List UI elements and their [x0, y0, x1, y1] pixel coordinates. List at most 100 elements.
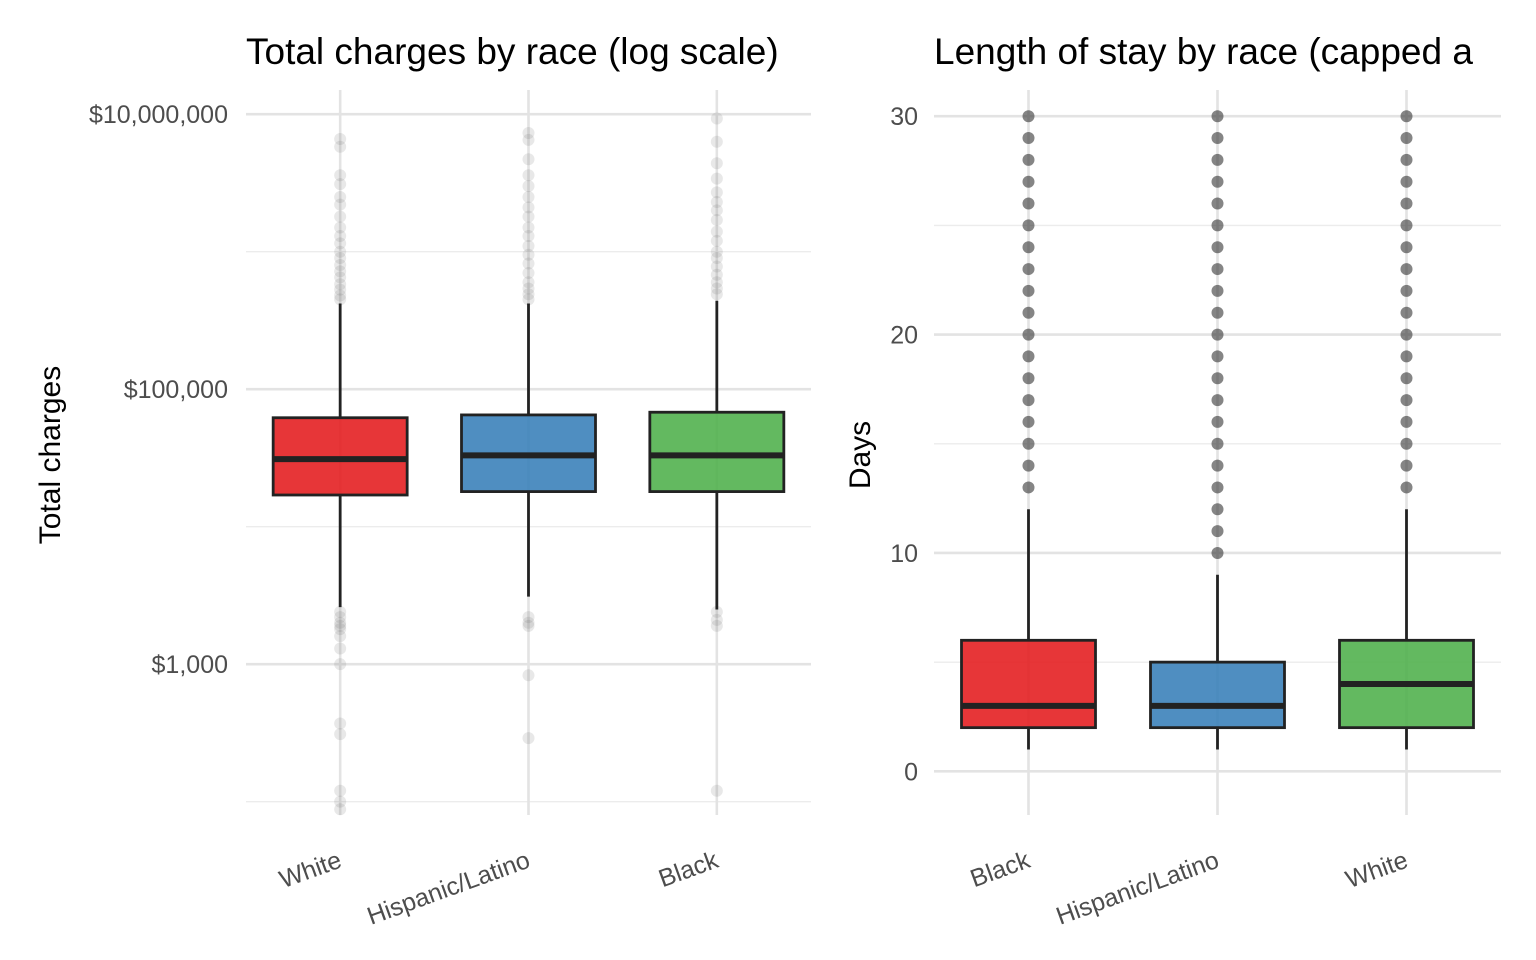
- outlier-point: [1400, 306, 1413, 319]
- outlier-point: [334, 198, 347, 211]
- stay-panel: Length of stay by race (capped a Days 0 1…: [844, 31, 1501, 931]
- outlier-point: [710, 276, 723, 289]
- outlier-point: [710, 605, 723, 618]
- outlier-point: [710, 195, 723, 208]
- y-tick-label: $100,000: [124, 376, 228, 404]
- outlier-point: [1211, 284, 1224, 297]
- outlier-point: [334, 210, 347, 223]
- outlier-point: [710, 613, 723, 626]
- x-tick-label: Black: [655, 846, 722, 893]
- outlier-point: [1400, 263, 1413, 276]
- outlier-point: [334, 271, 347, 284]
- outlier-point: [1400, 350, 1413, 363]
- outlier-point: [522, 240, 535, 253]
- x-tick-label: Black: [967, 846, 1034, 893]
- outlier-point: [334, 630, 347, 643]
- outlier-point: [334, 784, 347, 797]
- outlier-point: [710, 619, 723, 632]
- iqr-box: [960, 638, 1097, 730]
- outlier-point: [1211, 415, 1224, 428]
- outlier-point: [710, 157, 723, 170]
- y-tick-label: 0: [904, 758, 918, 786]
- outlier-point: [334, 133, 347, 146]
- outlier-point: [1400, 197, 1413, 210]
- outlier-point: [334, 221, 347, 234]
- outlier-point: [1211, 110, 1224, 123]
- outlier-point: [710, 204, 723, 217]
- outlier-point: [334, 265, 347, 278]
- outlier-point: [710, 186, 723, 199]
- outlier-point: [1211, 546, 1224, 559]
- outlier-point: [334, 190, 347, 203]
- outlier-point: [334, 795, 347, 808]
- outlier-point: [710, 260, 723, 273]
- charges-x-tick-labels: White Hispanic/Latino Black: [276, 846, 723, 931]
- outlier-point: [522, 221, 535, 234]
- outlier-point: [1400, 394, 1413, 407]
- outlier-point: [1022, 263, 1035, 276]
- outlier-point: [1211, 394, 1224, 407]
- iqr-box: [648, 410, 786, 493]
- charges-boxes: [271, 112, 786, 816]
- outlier-point: [1022, 328, 1035, 341]
- outlier-point: [1022, 415, 1035, 428]
- outlier-point: [522, 169, 535, 182]
- outlier-point: [710, 172, 723, 185]
- outlier-point: [1211, 219, 1224, 232]
- outlier-point: [1211, 437, 1224, 450]
- outlier-point: [1400, 481, 1413, 494]
- outlier-point: [334, 803, 347, 816]
- outlier-point: [1211, 459, 1224, 472]
- charges-panel: Total charges by race (log scale) Total …: [34, 31, 811, 931]
- outlier-point: [334, 728, 347, 741]
- outlier-point: [1211, 525, 1224, 538]
- outlier-point: [1400, 110, 1413, 123]
- outlier-point: [1022, 110, 1035, 123]
- outlier-point: [334, 623, 347, 636]
- outlier-point: [334, 178, 347, 191]
- outlier-point: [1400, 437, 1413, 450]
- outlier-point: [1022, 481, 1035, 494]
- x-tick-label: White: [1342, 846, 1412, 894]
- outlier-point: [1211, 197, 1224, 210]
- outlier-point: [334, 237, 347, 250]
- outlier-point: [1211, 241, 1224, 254]
- outlier-point: [1211, 175, 1224, 188]
- outlier-point: [710, 112, 723, 125]
- outlier-point: [334, 245, 347, 258]
- outlier-point: [334, 259, 347, 272]
- outlier-point: [522, 282, 535, 295]
- outlier-point: [710, 245, 723, 258]
- outlier-point: [710, 282, 723, 295]
- outlier-point: [1022, 197, 1035, 210]
- stay-boxes: [960, 110, 1475, 750]
- outlier-point: [522, 230, 535, 243]
- iqr-box: [1149, 660, 1286, 730]
- outlier-point: [1211, 372, 1224, 385]
- outlier-point: [1400, 459, 1413, 472]
- outlier-point: [522, 611, 535, 624]
- box-white: [271, 133, 409, 816]
- outlier-point: [1022, 372, 1035, 385]
- outlier-point: [334, 642, 347, 655]
- outlier-point: [334, 289, 347, 302]
- outlier-point: [522, 732, 535, 745]
- x-tick-label: Hispanic/Latino: [363, 846, 533, 931]
- charges-y-tick-labels: $1,000 $100,000 $10,000,000: [89, 101, 228, 679]
- box-hispanic-latino: [1149, 110, 1286, 750]
- box-white: [1338, 110, 1475, 750]
- outlier-point: [1022, 241, 1035, 254]
- outlier-point: [334, 169, 347, 182]
- outlier-point: [710, 784, 723, 797]
- outlier-point: [522, 248, 535, 261]
- outlier-point: [1022, 394, 1035, 407]
- outlier-point: [710, 268, 723, 281]
- outlier-point: [710, 214, 723, 227]
- outlier-point: [522, 127, 535, 140]
- outlier-point: [522, 288, 535, 301]
- outlier-point: [710, 251, 723, 264]
- outlier-point: [522, 267, 535, 280]
- outlier-point: [1211, 481, 1224, 494]
- outlier-point: [334, 230, 347, 243]
- outlier-point: [522, 190, 535, 203]
